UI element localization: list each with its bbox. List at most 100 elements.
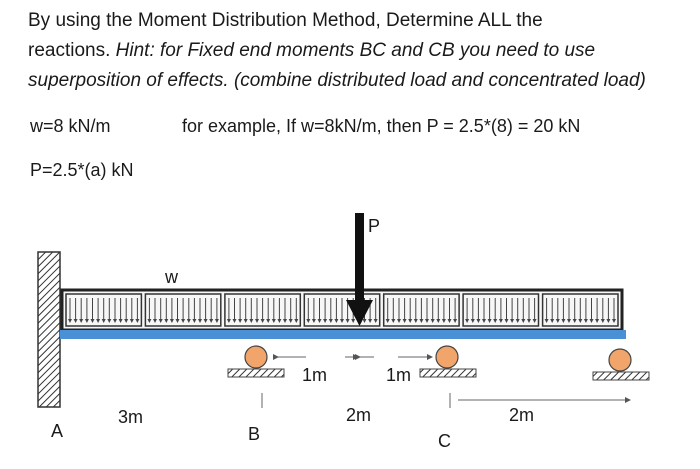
distributed-load-arrowhead — [351, 319, 356, 323]
distributed-load-arrowhead — [589, 319, 594, 323]
distributed-load-arrowhead — [288, 319, 293, 323]
distributed-load-arrowhead — [550, 319, 555, 323]
dimension-label-bc: 2m — [346, 405, 371, 425]
roller-support-c — [419, 345, 477, 378]
roller-support-b — [227, 345, 285, 378]
distributed-load-arrowhead — [583, 319, 588, 323]
distributed-load-arrowhead — [266, 319, 271, 323]
distributed-load-arrowhead — [232, 319, 237, 323]
distributed-load-arrowhead — [345, 319, 350, 323]
distributed-load-arrowhead — [68, 319, 72, 323]
distributed-load-arrowhead — [226, 319, 231, 323]
distributed-load-arrowhead — [186, 319, 191, 323]
dimension-lines — [261, 354, 631, 408]
distributed-load-arrowhead — [612, 319, 616, 323]
distributed-load-arrowhead — [578, 319, 583, 323]
distributed-load-arrowhead — [515, 319, 520, 323]
distributed-load-arrowhead — [555, 319, 560, 323]
roller-support-end — [592, 348, 650, 381]
distributed-load-arrowhead — [482, 319, 486, 323]
distributed-load-arrowhead — [306, 319, 311, 323]
distributed-load-arrowhead — [107, 319, 112, 323]
dimension-label-ab: 3m — [118, 407, 143, 427]
point-load-label: P — [368, 216, 380, 236]
distributed-load-arrowhead — [391, 319, 396, 323]
w-value: w=8 kN/m — [30, 116, 111, 136]
distributed-load-arrowhead — [243, 319, 248, 323]
distributed-load-arrowhead — [470, 319, 475, 323]
distributed-load-arrowhead — [135, 319, 140, 323]
distributed-load-segment — [65, 293, 143, 327]
question-line-2-plain: reactions. — [28, 40, 116, 61]
distributed-load-arrowhead — [283, 319, 287, 323]
distributed-load-arrowhead — [408, 319, 413, 323]
distributed-load-arrowhead — [493, 319, 498, 323]
distributed-load-arrowhead — [192, 319, 197, 323]
distributed-load-arrowhead — [567, 319, 571, 323]
distributed-load-arrowhead — [425, 319, 429, 323]
distributed-load-arrowhead — [487, 319, 492, 323]
distributed-load-label: w — [164, 267, 179, 287]
distributed-load-arrowhead — [238, 319, 243, 323]
distributed-load-segment — [462, 293, 540, 327]
distributed-load-arrowhead — [124, 319, 129, 323]
distributed-load-arrowhead — [572, 319, 577, 323]
distributed-load-arrowhead — [334, 319, 339, 323]
distributed-load-arrowhead — [532, 319, 537, 323]
distributed-load-arrowhead — [606, 319, 611, 323]
distributed-load-arrowhead — [169, 319, 174, 323]
distributed-load-arrowhead — [311, 319, 316, 323]
distributed-load-arrowhead — [397, 319, 401, 323]
question-line-1: By using the Moment Distribution Method,… — [28, 10, 543, 31]
distributed-load-arrowhead — [96, 319, 101, 323]
distributed-load-arrowhead — [510, 319, 515, 323]
distributed-load-arrowhead — [84, 319, 89, 323]
distributed-load-arrowhead — [402, 319, 407, 323]
distributed-load-segment — [382, 293, 460, 327]
distributed-load-arrowhead — [294, 319, 299, 323]
distributed-load-arrowhead — [158, 319, 163, 323]
distributed-load-arrowhead — [430, 319, 435, 323]
distributed-load-arrowhead — [504, 319, 509, 323]
distributed-load-arrowhead — [90, 319, 95, 323]
distributed-load-segment — [144, 293, 222, 327]
distributed-load-arrowhead — [277, 319, 282, 323]
distributed-load-segment — [303, 293, 381, 327]
distributed-load-arrowhead — [453, 319, 458, 323]
distributed-load-arrowhead — [328, 319, 333, 323]
question-line-2: reactions. Hint: for Fixed end moments B… — [28, 36, 688, 66]
distributed-load-arrowhead — [175, 319, 180, 323]
distributed-load-arrowhead — [498, 319, 503, 323]
distributed-load-arrowhead — [271, 319, 276, 323]
distributed-load-segment — [224, 293, 302, 327]
distributed-load-arrowhead — [544, 319, 549, 323]
point-load-p — [346, 213, 373, 326]
distributed-load-arrowhead — [118, 319, 123, 323]
distributed-load-arrowhead — [255, 319, 259, 323]
distributed-load-segment — [541, 293, 619, 327]
distributed-load-arrowhead — [323, 319, 328, 323]
distributed-load-arrowhead — [373, 319, 378, 323]
distributed-load-arrowhead — [362, 319, 367, 323]
dimension-label-b-to-p: 1m — [302, 365, 327, 385]
dimension-label-c-to-end: 2m — [509, 405, 534, 425]
distributed-load-arrowhead — [153, 319, 157, 323]
distributed-load-arrowhead — [527, 319, 531, 323]
distributed-load-arrowhead — [203, 319, 208, 323]
distributed-load-arrowhead — [368, 319, 373, 323]
distributed-load-arrowhead — [521, 319, 526, 323]
distributed-load-arrowhead — [214, 319, 219, 323]
distributed-load-arrowhead — [79, 319, 84, 323]
distributed-load-arrowhead — [198, 319, 202, 323]
distributed-load-arrowhead — [441, 319, 446, 323]
distributed-load-arrowhead — [419, 319, 424, 323]
distributed-load-arrowhead — [260, 319, 265, 323]
distributed-load-arrowhead — [129, 319, 134, 323]
support-label-b: B — [248, 424, 260, 444]
support-label-c: C — [438, 431, 451, 451]
distributed-load-arrowhead — [413, 319, 418, 323]
distributed-load-arrowhead — [476, 319, 481, 323]
p-example: for example, If w=8kN/m, then P = 2.5*(8… — [182, 116, 581, 136]
fixed-support-a — [37, 251, 61, 408]
distributed-load-arrowhead — [385, 319, 390, 323]
